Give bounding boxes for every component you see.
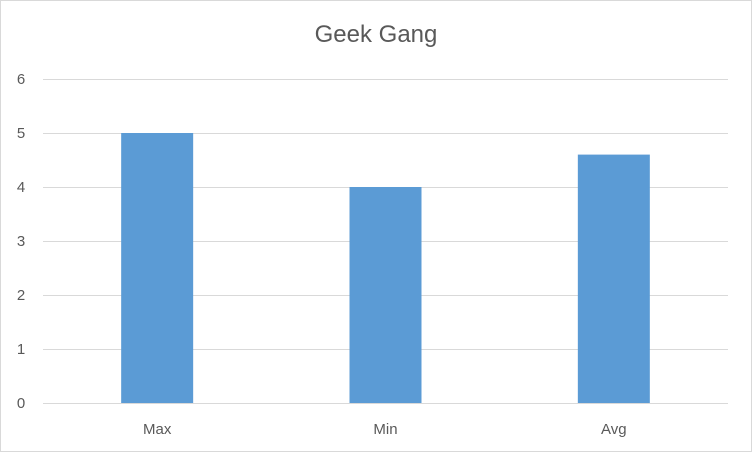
bar-avg: [577, 154, 650, 403]
y-tick-label: 5: [17, 125, 25, 142]
x-tick-label: Max: [143, 421, 172, 438]
y-tick-label: 0: [17, 395, 25, 412]
bar-max: [121, 133, 194, 403]
x-tick-label: Avg: [601, 421, 627, 438]
y-tick-label: 1: [17, 341, 25, 358]
x-tick-label: Min: [373, 421, 397, 438]
y-tick-label: 3: [17, 233, 25, 250]
y-tick-label: 6: [17, 71, 25, 88]
bar-min: [349, 187, 422, 403]
y-tick-label: 2: [17, 287, 25, 304]
chart-title: Geek Gang: [314, 21, 438, 48]
y-tick-label: 4: [17, 179, 25, 196]
